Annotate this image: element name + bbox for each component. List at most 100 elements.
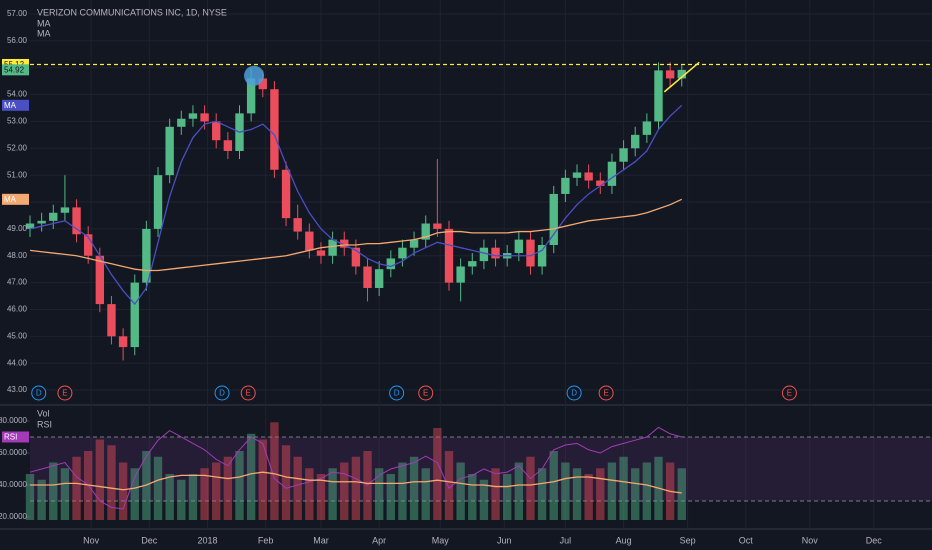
candle-body <box>409 239 419 248</box>
candle-body <box>118 336 128 348</box>
last-price-badge <box>2 64 29 76</box>
event-label: E <box>246 389 251 398</box>
rsi-tick-label: 40.0000 <box>0 480 28 489</box>
candle-body <box>165 126 174 176</box>
ma-badge-label: MA <box>4 101 17 110</box>
legend-entry: MA <box>37 18 51 28</box>
y-tick-label: 45.00 <box>7 331 28 340</box>
volume-bar <box>351 456 361 520</box>
volume-bar <box>107 445 116 520</box>
ma-badge-label: MA <box>4 195 17 204</box>
volume-bar <box>677 468 686 520</box>
chart-title: VERIZON COMMUNICATIONS INC, 1D, NYSE <box>37 7 227 17</box>
rsi-badge <box>2 431 29 443</box>
y-tick-label: 44.00 <box>7 358 28 367</box>
ma-badge <box>2 99 29 111</box>
volume-bar <box>561 462 570 520</box>
event-marker <box>57 385 73 401</box>
volume-bar <box>479 479 489 520</box>
candle-body <box>177 118 186 127</box>
volume-bar <box>293 456 302 520</box>
x-tick-label: Nov <box>83 535 100 545</box>
under-layer <box>25 0 932 529</box>
candle-body <box>607 161 617 186</box>
volume-bar <box>549 451 558 520</box>
x-tick-label: Oct <box>739 535 754 545</box>
volume-bar <box>246 433 256 520</box>
ma-badge <box>2 193 29 205</box>
rsi-tick-label: 60.0000 <box>0 448 28 457</box>
y-tick-label: 56.00 <box>7 36 28 45</box>
volume-bar <box>270 422 279 520</box>
event-marker <box>598 385 614 401</box>
volume-bar <box>328 468 337 520</box>
candle-body <box>200 113 209 122</box>
candle-body <box>84 234 93 256</box>
candle-body <box>584 172 593 181</box>
event-marker <box>240 385 256 401</box>
rsi-line <box>29 426 682 510</box>
candle-body <box>363 266 372 288</box>
volume-bar <box>444 451 454 520</box>
event-marker <box>566 385 582 401</box>
volume-bar <box>305 468 314 520</box>
candle-body <box>340 239 349 248</box>
event-label: E <box>62 389 67 398</box>
x-tick-label: Dec <box>141 535 158 545</box>
volume-bar <box>130 468 139 520</box>
volume-bar <box>258 439 267 520</box>
volume-bar <box>60 468 70 520</box>
candle-body <box>665 70 675 79</box>
candle-body <box>433 223 442 229</box>
candle-body <box>491 247 500 259</box>
candle-body <box>153 175 163 229</box>
volume-bar <box>386 474 395 520</box>
volume-bar <box>619 456 628 520</box>
candle-body <box>246 78 256 114</box>
candle-body <box>281 169 291 219</box>
candle-body <box>549 193 558 245</box>
y-tick-label: 53.00 <box>7 117 28 126</box>
candle-body <box>270 89 279 170</box>
candle-body <box>421 223 430 240</box>
candle-body <box>351 247 361 267</box>
x-tick-label: May <box>432 535 450 545</box>
candle-body <box>258 78 267 90</box>
volume-bar <box>223 456 233 520</box>
trendline <box>663 61 700 93</box>
x-tick-label: Nov <box>802 535 819 545</box>
candle-body <box>642 121 652 135</box>
volume-bar <box>374 468 384 520</box>
candle-body <box>305 231 314 251</box>
candle-body <box>561 177 570 194</box>
candle-body <box>293 218 302 232</box>
event-label: E <box>423 389 428 398</box>
candle-body <box>107 304 116 337</box>
volume-bar <box>514 462 524 520</box>
volume-bar <box>165 474 174 520</box>
volume-bar <box>491 468 500 520</box>
candle-body <box>677 69 686 79</box>
event-label: D <box>394 389 400 398</box>
candle-body <box>130 282 139 348</box>
volume-bar <box>526 456 535 520</box>
event-marker <box>781 385 797 401</box>
event-label: D <box>571 389 577 398</box>
volume-bar <box>502 474 512 520</box>
ma-line <box>29 198 683 272</box>
rsi-tick-label: 20.0000 <box>0 512 28 521</box>
candle-body <box>142 228 151 283</box>
volume-bar <box>153 456 163 520</box>
y-tick-label: 48.00 <box>7 251 28 260</box>
x-tick-label: 2018 <box>197 535 217 545</box>
candle-body <box>25 223 35 229</box>
event-label: D <box>219 389 225 398</box>
last-price-badge-label: 54.92 <box>4 65 25 74</box>
volume-bar <box>398 462 407 520</box>
candle-body <box>188 113 198 119</box>
candle-body <box>619 148 628 162</box>
y-tick-label: 51.00 <box>7 170 28 179</box>
candle-body <box>572 172 582 178</box>
event-label: D <box>36 389 42 398</box>
